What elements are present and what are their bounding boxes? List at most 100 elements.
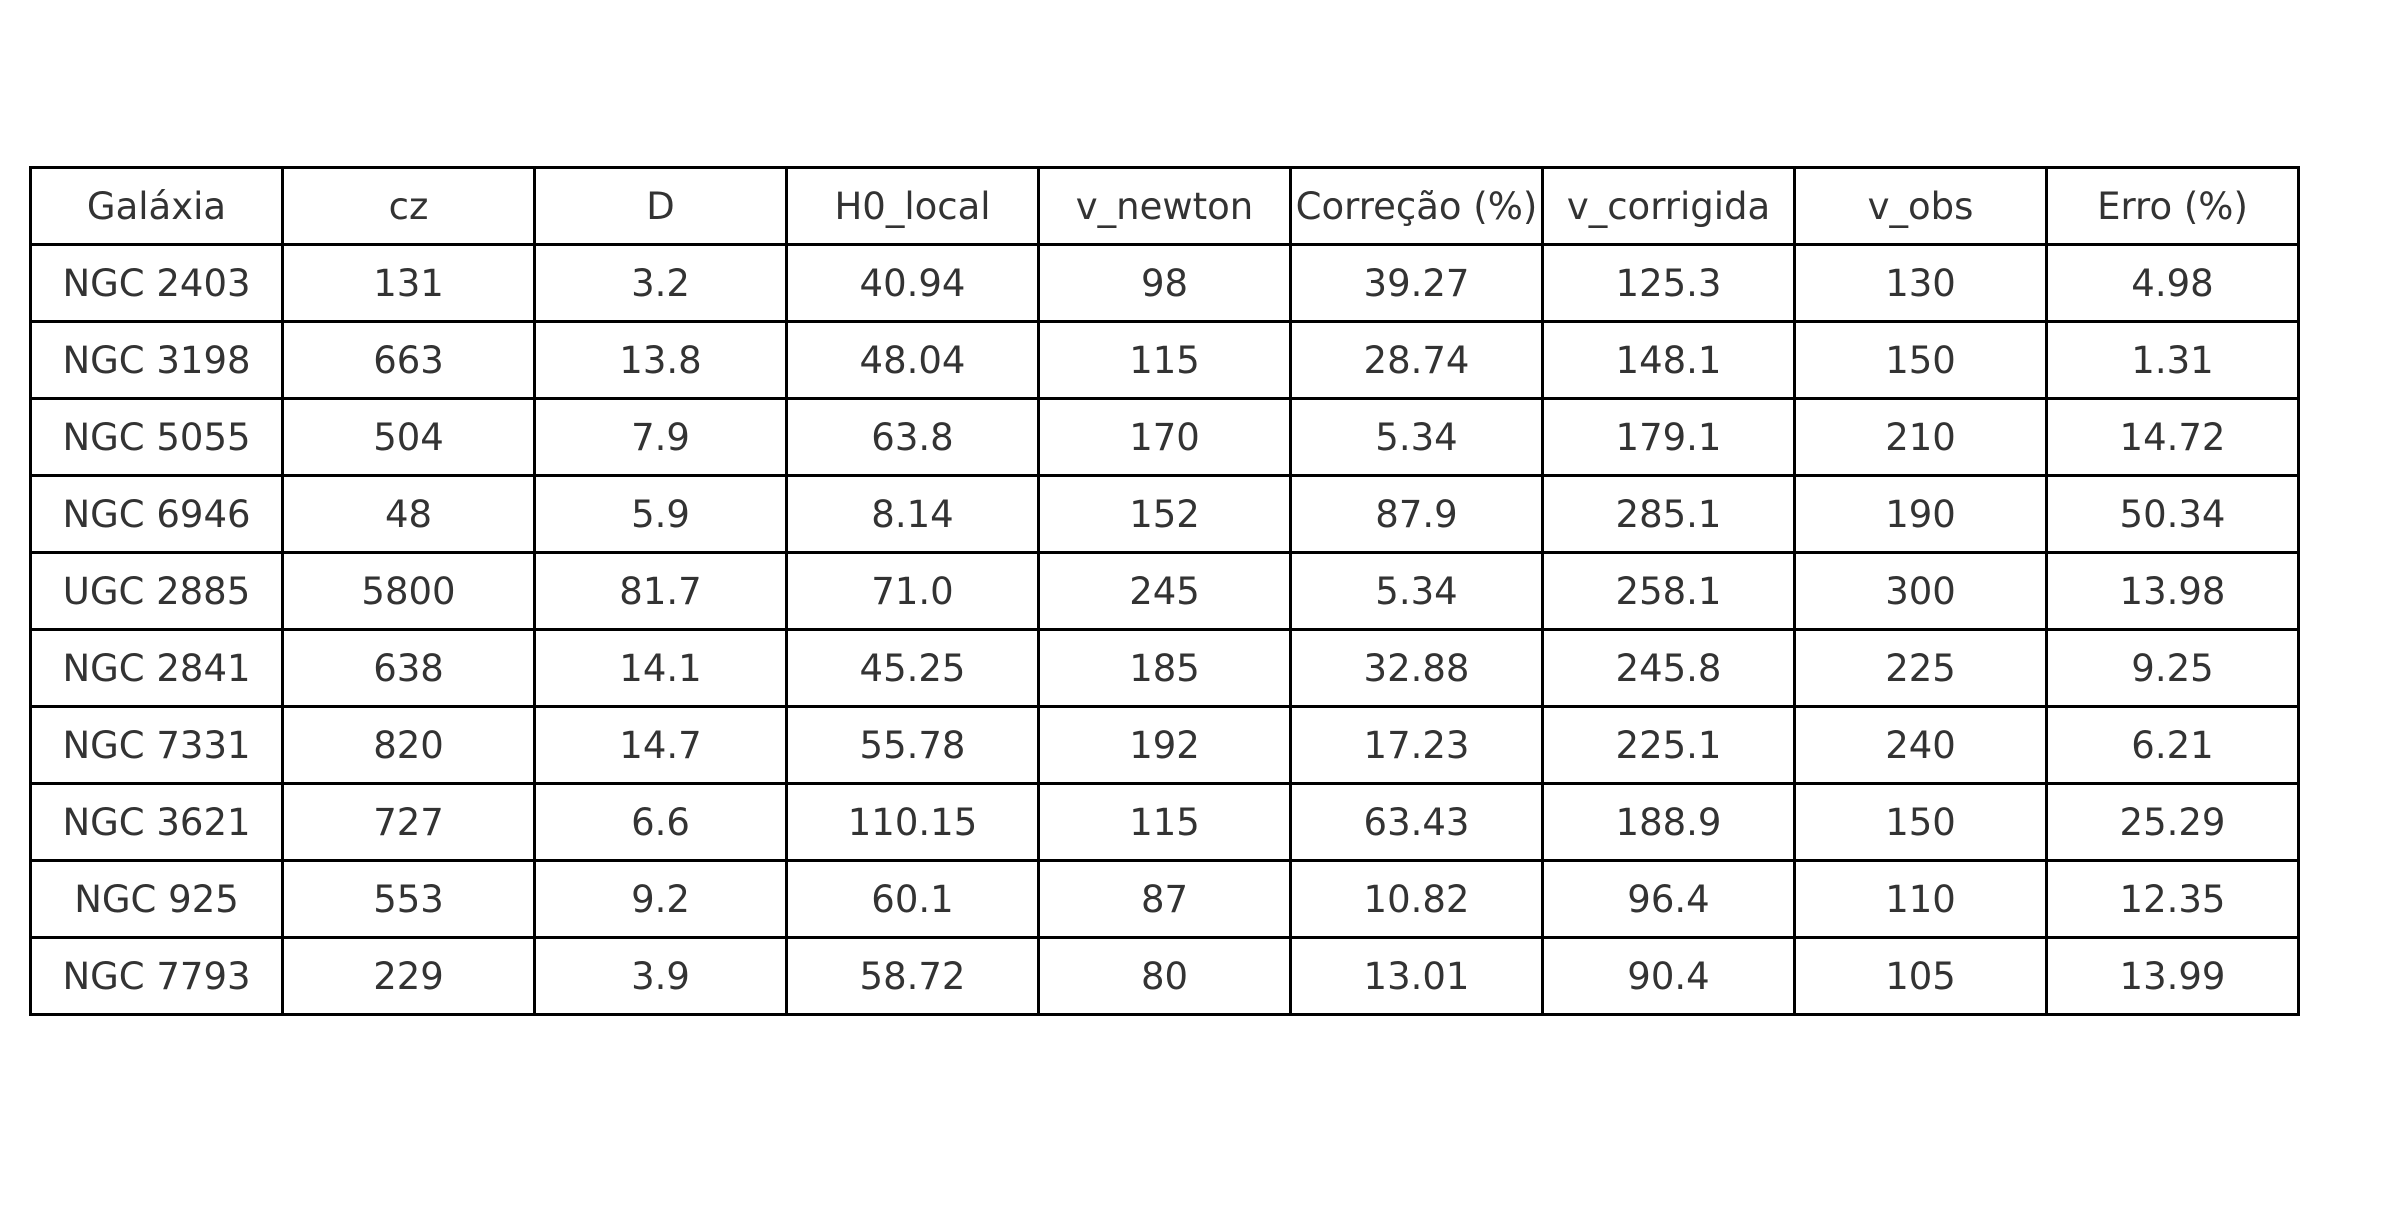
table-cell: 210 [1793,397,2048,477]
table-row: NGC 7793 229 3.9 58.72 80 13.01 90.4 105 13.99 [29,936,2300,1016]
table-cell: 96.4 [1541,859,1796,939]
table-cell: 40.94 [785,243,1040,323]
table-cell: 17.23 [1289,705,1544,785]
table-cell: 71.0 [785,551,1040,631]
galaxy-name-cell: NGC 7793 [29,936,284,1016]
table-cell: 50.34 [2045,474,2300,554]
galaxy-name-cell: NGC 3198 [29,320,284,400]
table-cell: 188.9 [1541,782,1796,862]
table-cell: 110 [1793,859,2048,939]
table-cell: 285.1 [1541,474,1796,554]
table-cell: 13.99 [2045,936,2300,1016]
table-cell: 14.1 [533,628,788,708]
table-container: Galáxia cz D H0_local v_newton Correção (%) v_… [29,166,2300,1016]
column-header: v_obs [1793,166,2048,246]
table-cell: 150 [1793,782,2048,862]
galaxy-name-cell: NGC 2841 [29,628,284,708]
table-cell: 170 [1037,397,1292,477]
table-cell: 55.78 [785,705,1040,785]
table-cell: 48.04 [785,320,1040,400]
table-cell: 87 [1037,859,1292,939]
table-cell: 245.8 [1541,628,1796,708]
column-header: v_newton [1037,166,1292,246]
table-cell: 12.35 [2045,859,2300,939]
table-cell: 225.1 [1541,705,1796,785]
table-cell: 727 [281,782,536,862]
table-header: Galáxia cz D H0_local v_newton Correção (%) v_… [29,166,2300,246]
table-body: NGC 2403 131 3.2 40.94 98 39.27 125.3 130 4.98 NG… [29,243,2300,1016]
galaxy-name-cell: NGC 925 [29,859,284,939]
table-cell: 63.8 [785,397,1040,477]
table-cell: 13.01 [1289,936,1544,1016]
table-cell: 45.25 [785,628,1040,708]
table-cell: 125.3 [1541,243,1796,323]
column-header: Correção (%) [1289,166,1544,246]
table-row: NGC 7331 820 14.7 55.78 192 17.23 225.1 240 6.21 [29,705,2300,785]
table-cell: 98 [1037,243,1292,323]
table-cell: 32.88 [1289,628,1544,708]
table-cell: 190 [1793,474,2048,554]
table-cell: 81.7 [533,551,788,631]
table-cell: 130 [1793,243,2048,323]
table-cell: 9.2 [533,859,788,939]
table-cell: 9.25 [2045,628,2300,708]
table-row: NGC 2841 638 14.1 45.25 185 32.88 245.8 225 9.25 [29,628,2300,708]
table-row: NGC 3621 727 6.6 110.15 115 63.43 188.9 150 25.2… [29,782,2300,862]
galaxy-name-cell: NGC 3621 [29,782,284,862]
table-cell: 48 [281,474,536,554]
table-cell: 152 [1037,474,1292,554]
galaxy-name-cell: NGC 7331 [29,705,284,785]
table-cell: 13.8 [533,320,788,400]
table-row: NGC 925 553 9.2 60.1 87 10.82 96.4 110 12.35 [29,859,2300,939]
table-cell: 820 [281,705,536,785]
galaxy-name-cell: UGC 2885 [29,551,284,631]
table-cell: 225 [1793,628,2048,708]
table-cell: 60.1 [785,859,1040,939]
table-cell: 258.1 [1541,551,1796,631]
table-cell: 148.1 [1541,320,1796,400]
table-cell: 3.9 [533,936,788,1016]
table-cell: 245 [1037,551,1292,631]
table-cell: 4.98 [2045,243,2300,323]
table-row: NGC 2403 131 3.2 40.94 98 39.27 125.3 130 4.98 [29,243,2300,323]
table-cell: 90.4 [1541,936,1796,1016]
table-cell: 3.2 [533,243,788,323]
data-table: Galáxia cz D H0_local v_newton Correção (%) v_… [29,166,2300,1016]
table-row: NGC 3198 663 13.8 48.04 115 28.74 148.1 150 1.31 [29,320,2300,400]
table-cell: 185 [1037,628,1292,708]
table-cell: 150 [1793,320,2048,400]
table-cell: 87.9 [1289,474,1544,554]
galaxy-name-cell: NGC 2403 [29,243,284,323]
table-cell: 5800 [281,551,536,631]
table-cell: 6.6 [533,782,788,862]
table-cell: 5.9 [533,474,788,554]
column-header: Galáxia [29,166,284,246]
table-cell: 638 [281,628,536,708]
table-cell: 80 [1037,936,1292,1016]
table-cell: 6.21 [2045,705,2300,785]
column-header: Erro (%) [2045,166,2300,246]
table-cell: 229 [281,936,536,1016]
table-cell: 192 [1037,705,1292,785]
table-cell: 63.43 [1289,782,1544,862]
table-cell: 10.82 [1289,859,1544,939]
table-cell: 14.72 [2045,397,2300,477]
table-cell: 28.74 [1289,320,1544,400]
column-header: cz [281,166,536,246]
table-cell: 5.34 [1289,551,1544,631]
table-row: NGC 5055 504 7.9 63.8 170 5.34 179.1 210 14.72 [29,397,2300,477]
galaxy-name-cell: NGC 5055 [29,397,284,477]
table-cell: 14.7 [533,705,788,785]
table-cell: 110.15 [785,782,1040,862]
table-cell: 8.14 [785,474,1040,554]
column-header: D [533,166,788,246]
table-cell: 240 [1793,705,2048,785]
header-row: Galáxia cz D H0_local v_newton Correção (%) v_… [29,166,2300,246]
table-row: NGC 6946 48 5.9 8.14 152 87.9 285.1 190 50.34 [29,474,2300,554]
table-cell: 115 [1037,782,1292,862]
table-cell: 115 [1037,320,1292,400]
table-cell: 300 [1793,551,2048,631]
table-cell: 105 [1793,936,2048,1016]
table-cell: 663 [281,320,536,400]
table-cell: 58.72 [785,936,1040,1016]
